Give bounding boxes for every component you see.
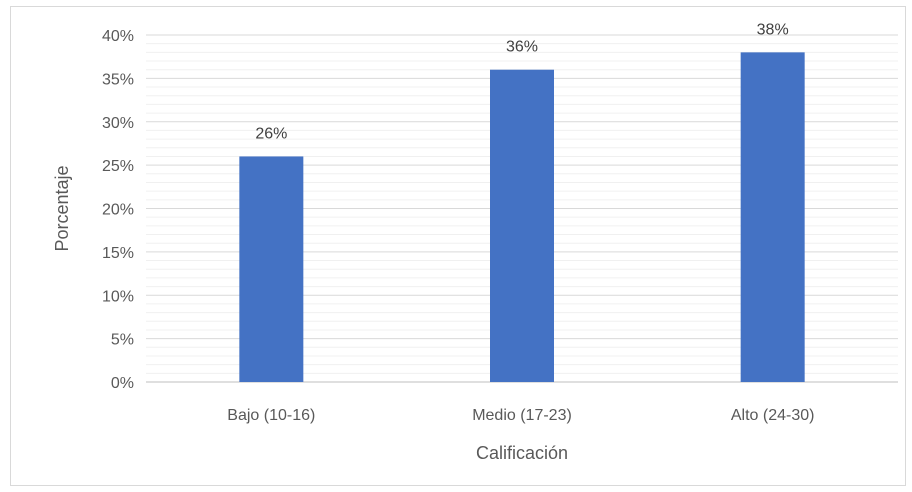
bars xyxy=(239,52,805,382)
y-tick-label: 0% xyxy=(111,375,134,392)
data-labels: 26% 36% 38% xyxy=(255,21,788,142)
data-label: 38% xyxy=(757,21,789,38)
y-tick-label: 35% xyxy=(102,71,134,88)
x-axis-title: Calificación xyxy=(476,443,568,463)
data-label: 36% xyxy=(506,39,538,56)
y-tick-labels: 0% 5% 10% 15% 20% 25% 30% 35% 40% xyxy=(102,28,134,392)
y-tick-label: 25% xyxy=(102,158,134,175)
y-tick-label: 15% xyxy=(102,245,134,262)
y-tick-label: 10% xyxy=(102,288,134,305)
y-tick-label: 5% xyxy=(111,332,134,349)
y-tick-label: 20% xyxy=(102,202,134,219)
x-tick-label: Bajo (10-16) xyxy=(227,407,315,424)
data-label: 26% xyxy=(255,125,287,142)
y-tick-label: 40% xyxy=(102,28,134,45)
x-tick-labels: Bajo (10-16) Medio (17-23) Alto (24-30) xyxy=(227,407,814,424)
x-tick-label: Alto (24-30) xyxy=(731,407,815,424)
y-axis-title: Porcentaje xyxy=(52,165,72,251)
x-tick-label: Medio (17-23) xyxy=(472,407,572,424)
bar xyxy=(239,156,304,382)
y-tick-label: 30% xyxy=(102,115,134,132)
bar xyxy=(490,69,554,382)
bar xyxy=(740,52,805,382)
